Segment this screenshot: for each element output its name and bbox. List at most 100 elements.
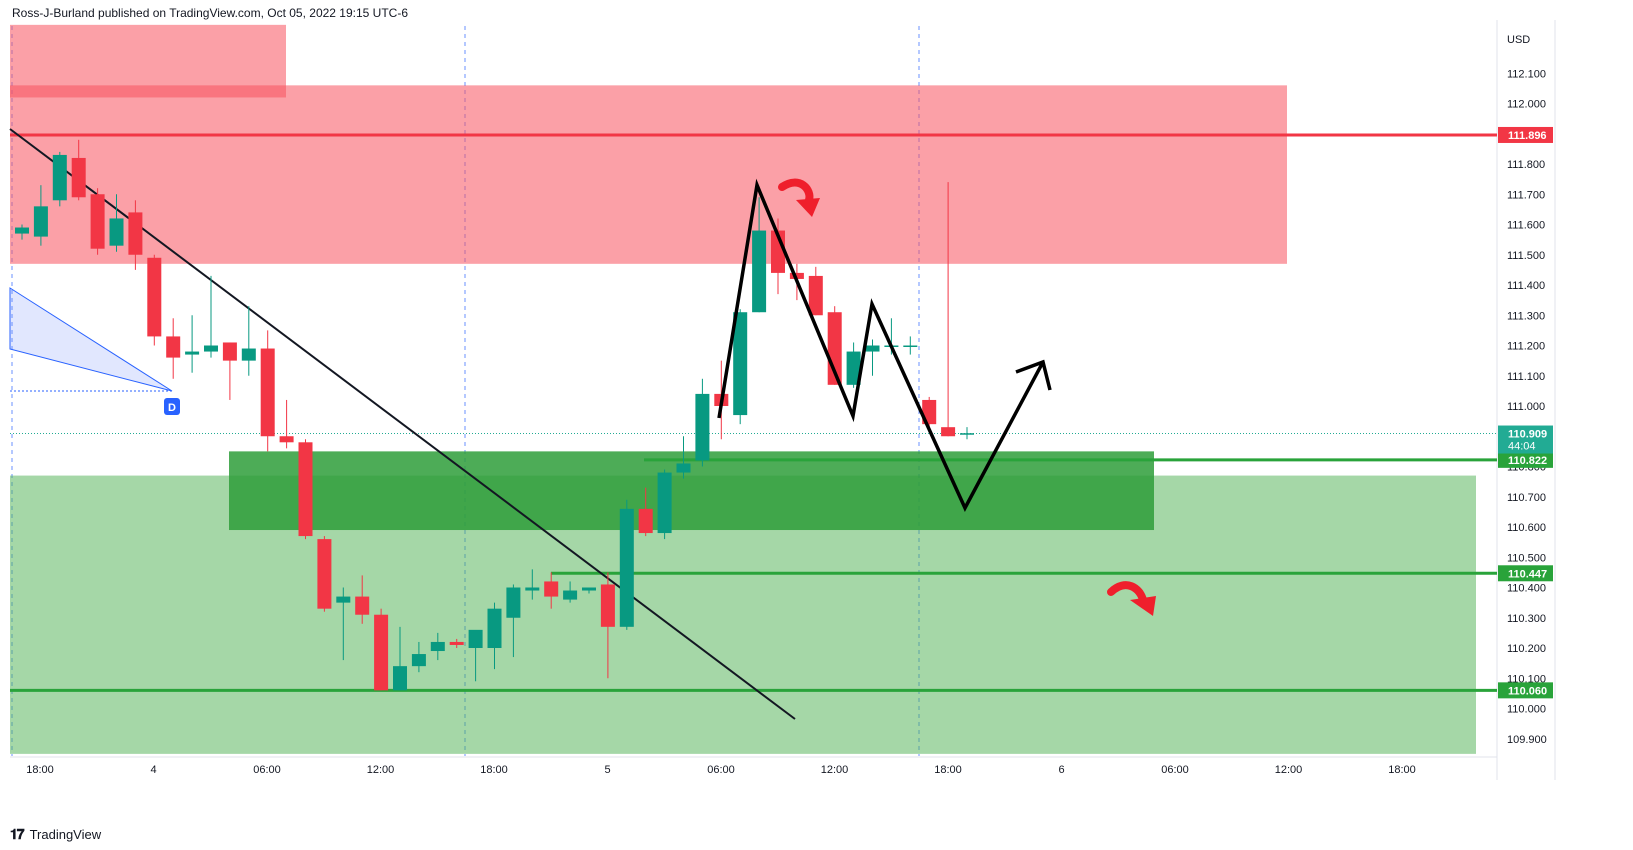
- time-tick-label: 4: [150, 764, 156, 776]
- price-tick-label: 112.100: [1507, 68, 1546, 80]
- candle: [638, 487, 653, 537]
- candle: [393, 626, 407, 691]
- candle: [374, 608, 389, 691]
- price-axis: USD112.100112.000111.900111.800111.70011…: [1498, 34, 1553, 746]
- candle: [846, 342, 861, 388]
- bearish-arrow-icon: [1107, 581, 1147, 604]
- time-tick-label: 12:00: [821, 764, 849, 776]
- candle-body: [468, 629, 483, 648]
- price-zones: [10, 24, 1476, 754]
- level-price-label: 110.060: [1508, 685, 1547, 697]
- candle-body: [657, 472, 672, 534]
- candle-body: [487, 608, 502, 648]
- last-price-badge: [1498, 425, 1553, 454]
- candle-body: [789, 272, 804, 279]
- price-tick-label: 111.200: [1507, 341, 1545, 353]
- candle: [903, 336, 918, 355]
- candle: [865, 339, 880, 376]
- candle: [960, 427, 974, 440]
- time-tick-label: 06:00: [1161, 764, 1189, 776]
- candle: [563, 581, 578, 603]
- candle-body: [563, 590, 578, 600]
- time-tick-label: 5: [604, 764, 610, 776]
- candle: [166, 318, 181, 379]
- candle: [33, 185, 48, 246]
- candle: [525, 569, 540, 600]
- price-tick-label: 111.500: [1507, 250, 1545, 262]
- candle: [468, 629, 483, 682]
- level-price-badge: [1498, 451, 1553, 468]
- candle: [71, 139, 86, 201]
- candle-body: [109, 218, 124, 246]
- price-tick-label: 110.100: [1507, 673, 1546, 685]
- candle: [695, 378, 710, 467]
- candle: [147, 254, 162, 346]
- candle: [582, 587, 596, 594]
- time-tick-label: 18:00: [934, 764, 962, 776]
- last-price-label: 110.909: [1508, 429, 1547, 441]
- projected-path-arrowhead: [1015, 359, 1052, 391]
- time-tick-label: 06:00: [707, 764, 735, 776]
- price-tick-label: 111.800: [1507, 159, 1545, 171]
- supply-zone-0: [10, 85, 1287, 264]
- price-tick-label: 109.900: [1507, 734, 1547, 746]
- candle: [204, 275, 218, 358]
- bearish-arrow-icon: [778, 178, 814, 204]
- candle: [128, 200, 143, 270]
- candle: [600, 572, 615, 679]
- candle-body: [411, 654, 426, 667]
- candle-body: [71, 157, 86, 198]
- price-tick-label: 111.300: [1507, 310, 1545, 322]
- time-tick-label: 12:00: [367, 764, 395, 776]
- price-tick-label: 111.400: [1507, 280, 1545, 292]
- time-tick-label: 12:00: [1275, 764, 1303, 776]
- candle-body: [374, 614, 389, 691]
- candle-body: [147, 257, 162, 337]
- price-chart[interactable]: D USD112.100112.000111.900111.800111.700…: [0, 0, 1633, 820]
- candle-body: [582, 587, 596, 591]
- tradingview-logo-icon: 𝟏𝟕: [10, 826, 25, 842]
- candle: [619, 499, 634, 630]
- candle-body: [960, 433, 974, 435]
- bar-countdown-label: 44:04: [1508, 441, 1536, 453]
- candle-body: [393, 666, 407, 691]
- candle-body: [733, 312, 748, 416]
- candle: [355, 575, 370, 624]
- price-tick-label: 110.300: [1507, 613, 1546, 625]
- candle-body: [52, 154, 67, 201]
- price-tick-label: 112.000: [1507, 99, 1546, 111]
- candle-body: [222, 342, 237, 361]
- candle: [544, 572, 559, 609]
- candle-body: [506, 587, 521, 618]
- pattern-marker-label: D: [168, 402, 176, 414]
- price-tick-label: 110.500: [1507, 552, 1546, 564]
- candle-body: [449, 641, 464, 645]
- candle-body: [752, 230, 767, 313]
- price-tick-label: 111.100: [1507, 371, 1545, 383]
- time-tick-label: 6: [1058, 764, 1064, 776]
- candle: [185, 315, 200, 373]
- candle: [109, 194, 124, 252]
- candle-body: [695, 393, 710, 461]
- candle: [449, 638, 464, 648]
- candle-body: [638, 508, 653, 534]
- candle-body: [941, 427, 956, 437]
- candle: [336, 587, 351, 661]
- footer-brand[interactable]: 𝟏𝟕 TradingView: [10, 826, 101, 843]
- level-price-label: 110.447: [1508, 568, 1547, 580]
- candle: [411, 641, 426, 673]
- bearish-arrow-head: [1130, 596, 1156, 616]
- candle: [241, 306, 256, 376]
- supply-zone-1: [10, 24, 286, 98]
- demand-inner-zone-3: [229, 451, 1154, 531]
- candle: [657, 469, 672, 540]
- price-tick-label: 111.000: [1507, 401, 1545, 413]
- price-tick-label: 111.600: [1507, 220, 1545, 232]
- candle-body: [241, 348, 256, 361]
- candle: [808, 266, 823, 316]
- chart-attribution: Ross-J-Burland published on TradingView.…: [12, 6, 408, 20]
- price-tick-label: 110.000: [1507, 704, 1546, 716]
- price-tick-label: 110.600: [1507, 522, 1546, 534]
- candle: [90, 188, 105, 255]
- footer-brand-label: TradingView: [29, 827, 102, 842]
